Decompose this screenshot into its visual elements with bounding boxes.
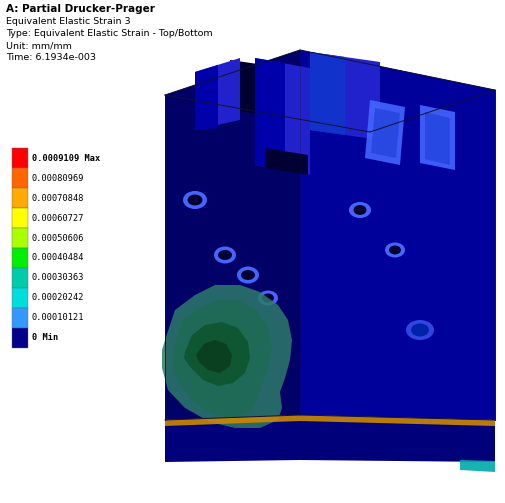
Bar (12, 168, 28, 188)
Ellipse shape (237, 267, 259, 284)
Bar (12, 208, 28, 228)
Ellipse shape (218, 250, 232, 260)
Polygon shape (165, 50, 300, 420)
Polygon shape (184, 322, 250, 386)
Polygon shape (162, 285, 292, 428)
Bar (12, 148, 28, 168)
Ellipse shape (406, 320, 434, 340)
Polygon shape (300, 50, 495, 420)
Text: Time: 6.1934e-003: Time: 6.1934e-003 (6, 53, 96, 62)
Bar (12, 288, 28, 308)
Ellipse shape (411, 323, 429, 337)
Text: Unit: mm/mm: Unit: mm/mm (6, 41, 72, 50)
Text: 0.00060727: 0.00060727 (32, 213, 84, 222)
Ellipse shape (385, 242, 405, 258)
Bar (12, 308, 28, 328)
Polygon shape (371, 108, 400, 158)
Polygon shape (310, 52, 345, 135)
Text: 0 Min: 0 Min (32, 333, 58, 343)
Bar (12, 248, 28, 268)
Polygon shape (172, 300, 272, 418)
Text: 0.00070848: 0.00070848 (32, 194, 84, 203)
Text: A: Partial Drucker-Prager: A: Partial Drucker-Prager (6, 4, 155, 14)
Polygon shape (310, 52, 380, 140)
Bar (12, 188, 28, 208)
Polygon shape (195, 58, 240, 130)
Bar (12, 268, 28, 288)
Polygon shape (425, 112, 450, 165)
Polygon shape (365, 100, 405, 165)
Polygon shape (420, 105, 455, 170)
Text: 0.00080969: 0.00080969 (32, 174, 84, 183)
Ellipse shape (214, 246, 236, 264)
Polygon shape (255, 58, 310, 175)
Bar (12, 228, 28, 248)
Ellipse shape (354, 205, 367, 215)
Polygon shape (230, 60, 370, 130)
Text: Type: Equivalent Elastic Strain - Top/Bottom: Type: Equivalent Elastic Strain - Top/Bo… (6, 29, 213, 38)
Polygon shape (460, 460, 495, 472)
Text: Equivalent Elastic Strain 3: Equivalent Elastic Strain 3 (6, 17, 131, 26)
Text: 0.00040484: 0.00040484 (32, 254, 84, 263)
Polygon shape (165, 415, 495, 426)
Polygon shape (195, 65, 218, 130)
Ellipse shape (187, 195, 203, 206)
Polygon shape (165, 415, 300, 462)
Ellipse shape (262, 293, 274, 302)
Ellipse shape (258, 291, 278, 305)
Polygon shape (165, 50, 495, 132)
Text: 0.00010121: 0.00010121 (32, 313, 84, 322)
Polygon shape (196, 340, 232, 373)
Ellipse shape (349, 202, 371, 218)
Text: 0.00020242: 0.00020242 (32, 293, 84, 302)
Polygon shape (300, 415, 495, 462)
Text: 0.0009109 Max: 0.0009109 Max (32, 153, 100, 162)
Bar (12, 328, 28, 348)
Text: 0.00050606: 0.00050606 (32, 233, 84, 242)
Polygon shape (265, 148, 308, 175)
Ellipse shape (183, 191, 207, 209)
Ellipse shape (389, 245, 401, 255)
Ellipse shape (241, 270, 255, 280)
Text: 0.00030363: 0.00030363 (32, 274, 84, 283)
Polygon shape (255, 58, 285, 170)
